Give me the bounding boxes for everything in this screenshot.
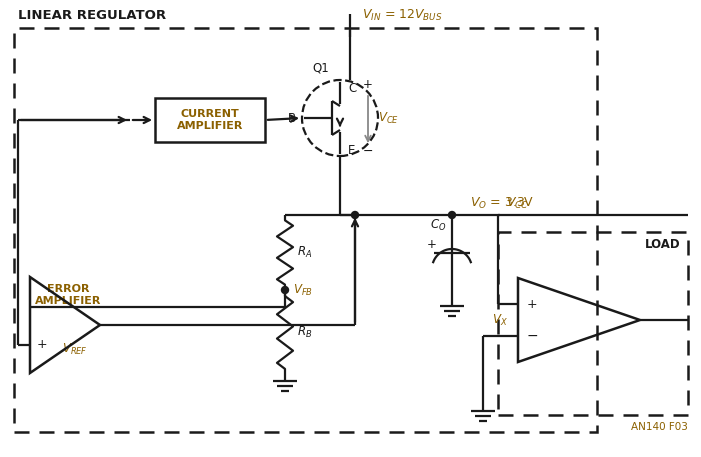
Text: $V_{CE}$: $V_{CE}$ [378,111,399,126]
Text: +: + [363,79,373,91]
Text: $V_O$ = 3.3V: $V_O$ = 3.3V [470,196,534,211]
Text: $V_{FB}$: $V_{FB}$ [293,282,313,298]
Text: LOAD: LOAD [644,238,680,250]
Text: $V_{IN}$ = 12$V_{BUS}$: $V_{IN}$ = 12$V_{BUS}$ [362,8,442,23]
Text: $R_B$: $R_B$ [297,325,313,340]
Bar [498,232,688,415]
Text: +: + [36,339,47,351]
Bar [155,98,265,142]
Text: C: C [348,81,356,95]
Text: B: B [288,112,296,124]
Text: $V_{CC}$: $V_{CC}$ [506,196,529,211]
Text: +: + [526,298,537,310]
Bar [14,28,597,432]
Text: −: − [36,300,48,314]
Text: +: + [427,239,437,251]
Text: E: E [348,144,355,158]
Text: −: − [362,144,373,158]
Circle shape [282,287,289,293]
Text: LINEAR REGULATOR: LINEAR REGULATOR [18,9,166,22]
Circle shape [351,212,358,218]
Text: −: − [526,329,538,343]
Circle shape [449,212,456,218]
Text: CURRENT
AMPLIFIER: CURRENT AMPLIFIER [177,109,243,131]
Text: $C_O$: $C_O$ [430,218,446,233]
Text: $R_A$: $R_A$ [297,245,312,260]
Text: $V_X$: $V_X$ [492,313,508,328]
Text: $V_{REF}$: $V_{REF}$ [62,341,88,356]
Text: AN140 F03: AN140 F03 [631,422,688,432]
Text: ERROR
AMPLIFIER: ERROR AMPLIFIER [35,284,101,306]
Text: Q1: Q1 [312,62,329,74]
